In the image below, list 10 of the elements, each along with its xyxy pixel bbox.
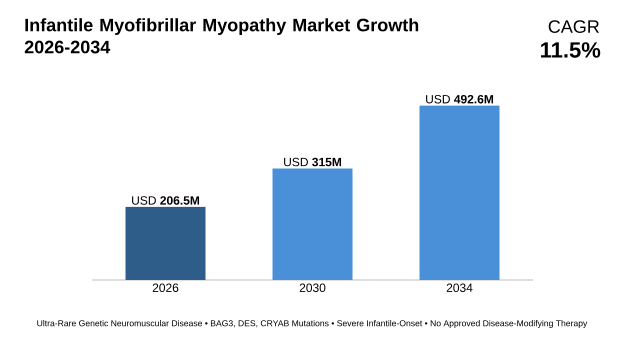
text: 11.5% [541, 42, 600, 58]
x-tick-label: 2026 [152, 284, 178, 292]
x-tick-label: 2034 [446, 284, 473, 292]
chart-title: Infantile Myofibrillar Myopathy Market Growth 2026-2034 [24, 18, 418, 54]
data-label: USD 315M [284, 158, 342, 166]
data-label: USD 492.6M [426, 94, 494, 104]
x-tick-label: 2030 [300, 284, 326, 292]
text: Ultra-Rare Genetic Neuromuscular Disease • BAG3, DES, CRYAB Mutations • Severe Infantile-Onset • No Approved Disease-Modifying Therapy [37, 320, 588, 328]
data-label: USD 206.5M [132, 196, 200, 205]
text: CAGR [548, 20, 599, 33]
